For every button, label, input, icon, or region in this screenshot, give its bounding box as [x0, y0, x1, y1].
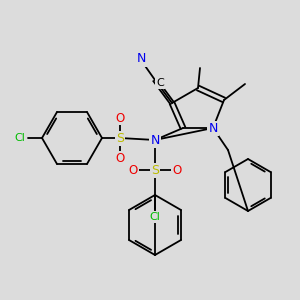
Text: O: O — [116, 152, 124, 164]
Text: C: C — [156, 78, 164, 88]
Text: N: N — [136, 52, 146, 65]
Text: Cl: Cl — [15, 133, 26, 143]
Text: N: N — [150, 134, 160, 146]
Text: O: O — [172, 164, 182, 176]
Text: N: N — [136, 52, 146, 65]
Text: N: N — [208, 122, 218, 134]
Text: N: N — [208, 122, 218, 134]
Text: S: S — [151, 164, 159, 176]
Text: N: N — [150, 134, 160, 146]
Text: O: O — [172, 164, 182, 176]
Text: S: S — [151, 164, 159, 176]
Text: O: O — [116, 112, 124, 124]
Text: N: N — [208, 122, 218, 134]
Text: S: S — [116, 131, 124, 145]
Text: S: S — [151, 164, 159, 176]
Text: Cl: Cl — [150, 212, 160, 222]
Text: O: O — [116, 152, 124, 164]
Text: O: O — [116, 112, 124, 124]
Text: C: C — [156, 78, 164, 88]
Text: S: S — [116, 131, 124, 145]
Text: O: O — [128, 164, 138, 176]
Text: N: N — [150, 134, 160, 146]
Text: O: O — [128, 164, 138, 176]
Text: S: S — [116, 131, 124, 145]
Text: N: N — [150, 134, 160, 146]
